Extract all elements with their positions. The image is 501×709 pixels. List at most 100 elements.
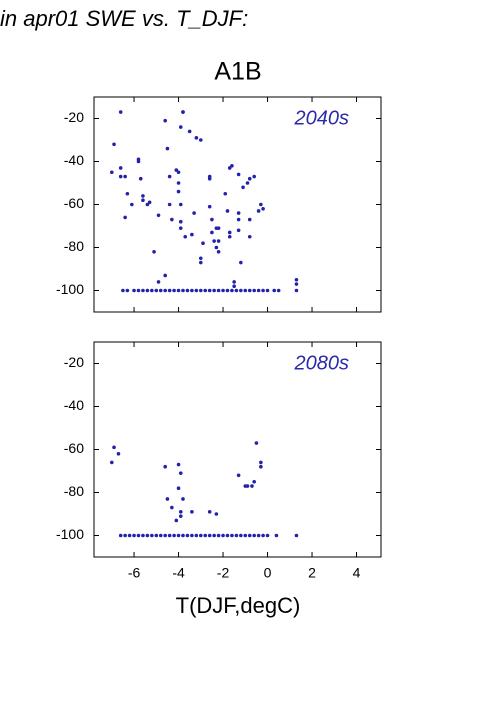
point [170, 505, 174, 510]
point [252, 288, 256, 293]
point [118, 174, 123, 179]
point [216, 288, 221, 293]
point [138, 176, 143, 181]
point [212, 239, 216, 243]
point [223, 191, 228, 196]
point [227, 166, 232, 170]
point [167, 288, 172, 293]
point [167, 202, 172, 207]
point [256, 288, 261, 293]
point [156, 280, 161, 284]
y-tick-label: -80 [64, 238, 84, 254]
point [154, 533, 159, 538]
point [167, 533, 172, 538]
period-label: 2040s [294, 107, 350, 129]
point [163, 533, 167, 538]
point [227, 234, 232, 239]
point [172, 533, 176, 538]
point [112, 445, 116, 450]
y-tick-label: -60 [64, 195, 84, 211]
point [178, 471, 183, 475]
point [245, 484, 250, 488]
point [214, 245, 219, 250]
point [181, 110, 185, 114]
point [247, 234, 252, 239]
point [252, 479, 256, 484]
point [216, 533, 221, 538]
point [232, 284, 236, 289]
point [201, 241, 205, 245]
point [198, 533, 203, 538]
point [174, 168, 179, 172]
point [163, 464, 167, 469]
point [163, 288, 167, 293]
point [230, 288, 234, 293]
point [210, 230, 214, 235]
point [165, 146, 170, 151]
point [192, 211, 196, 215]
point [170, 217, 174, 222]
point [176, 189, 181, 194]
point [109, 460, 114, 465]
point [225, 288, 230, 293]
point [145, 533, 150, 538]
point [190, 288, 194, 293]
point [132, 533, 136, 538]
point [145, 288, 150, 293]
point [247, 217, 252, 222]
point [276, 288, 281, 293]
point [241, 185, 245, 190]
point [198, 138, 203, 142]
point [203, 533, 208, 538]
point [225, 209, 230, 213]
y-tick-label: -20 [64, 109, 84, 125]
point [163, 273, 167, 278]
point [243, 288, 248, 293]
point [145, 202, 150, 207]
point [194, 533, 199, 538]
point [123, 533, 127, 538]
page-title: in apr01 SWE vs. T_DJF: [0, 6, 248, 31]
point [256, 533, 261, 538]
x-tick-label: -6 [128, 565, 141, 581]
point [167, 174, 172, 179]
x-axis-label: T(DJF,degC) [176, 593, 301, 618]
point [272, 288, 277, 293]
point [239, 288, 243, 293]
point [247, 288, 252, 293]
point [176, 533, 181, 538]
point [172, 288, 176, 293]
point [147, 200, 152, 205]
point [207, 204, 212, 209]
point [141, 198, 145, 202]
x-tick-label: -4 [172, 565, 185, 581]
point [141, 533, 145, 538]
point [259, 460, 263, 465]
point [150, 288, 154, 293]
point [216, 250, 221, 254]
point [203, 288, 208, 293]
point [178, 125, 183, 129]
point [136, 159, 141, 164]
point [245, 181, 250, 185]
point [130, 202, 134, 207]
point [261, 207, 265, 211]
point [181, 533, 185, 538]
point [123, 215, 127, 220]
point [221, 533, 225, 538]
point [176, 288, 181, 293]
point [234, 288, 239, 293]
x-tick-label: 0 [264, 565, 272, 581]
point [294, 277, 299, 282]
point [214, 512, 219, 516]
point [198, 288, 203, 293]
point [109, 170, 114, 175]
y-tick-label: -60 [64, 440, 84, 456]
point [158, 288, 163, 293]
point [183, 234, 188, 239]
point [156, 213, 161, 218]
point [232, 280, 236, 284]
point [181, 288, 185, 293]
y-tick-label: -40 [64, 397, 84, 413]
